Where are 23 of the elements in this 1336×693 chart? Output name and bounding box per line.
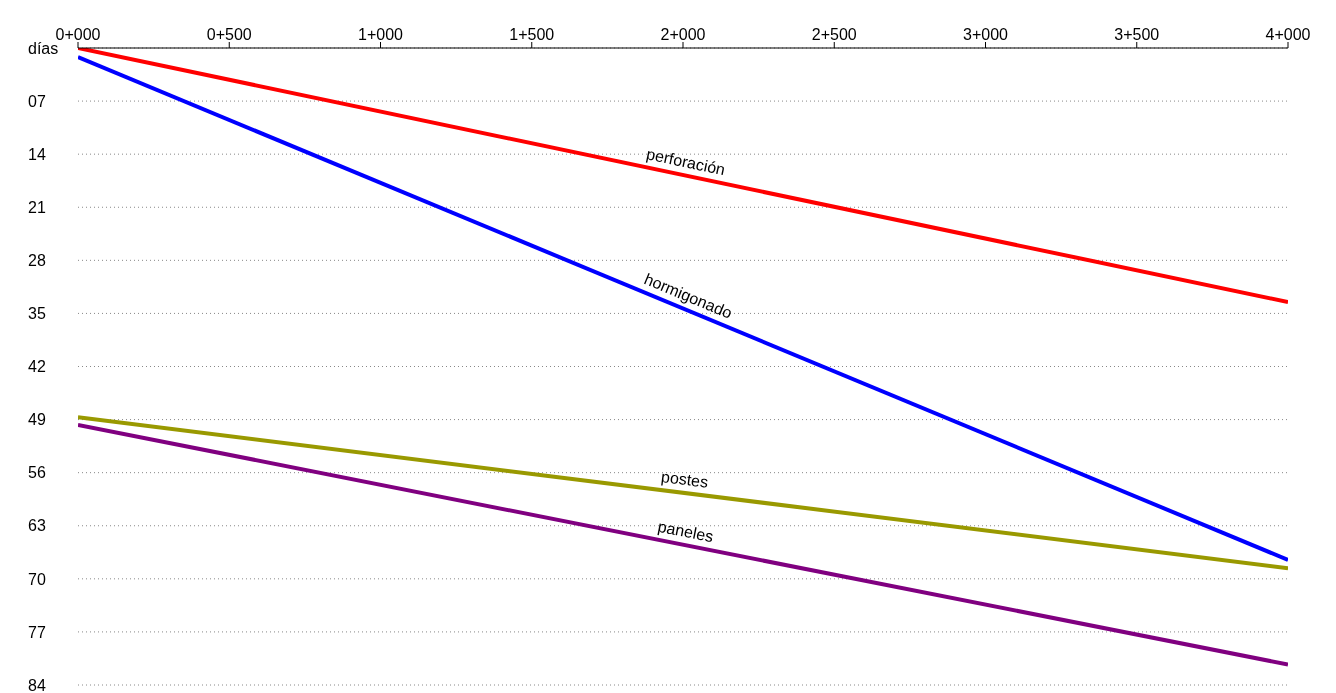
x-tick-label: 2+000 (660, 26, 706, 43)
x-tick-label: 1+000 (358, 26, 404, 43)
y-tick-label: 14 (28, 145, 46, 163)
y-tick-label: 77 (28, 623, 46, 641)
text: postes (660, 468, 710, 491)
y-tick-label: 70 (28, 570, 46, 588)
x-tick-label: 3+000 (963, 26, 1009, 43)
text: perforación (644, 145, 727, 179)
y-tick-label: 07 (28, 92, 46, 110)
text: paneles (656, 517, 715, 546)
y-tick-label: 84 (28, 676, 46, 693)
y-tick-label: 35 (28, 305, 46, 323)
y-tick-label: 28 (28, 252, 46, 270)
x-tick-label: 4+000 (1265, 26, 1311, 43)
y-tick-label: 49 (28, 411, 46, 429)
y-tick-label: 63 (28, 517, 46, 535)
y-tick-label: 21 (28, 198, 46, 216)
x-tick-label: 3+500 (1114, 26, 1160, 43)
x-tick-label: 0+500 (206, 26, 252, 43)
x-tick-label: 2+500 (811, 26, 857, 43)
y-tick-label: 56 (28, 464, 46, 482)
x-tick-label: 1+500 (509, 26, 555, 43)
y-tick-label: 42 (28, 358, 46, 376)
